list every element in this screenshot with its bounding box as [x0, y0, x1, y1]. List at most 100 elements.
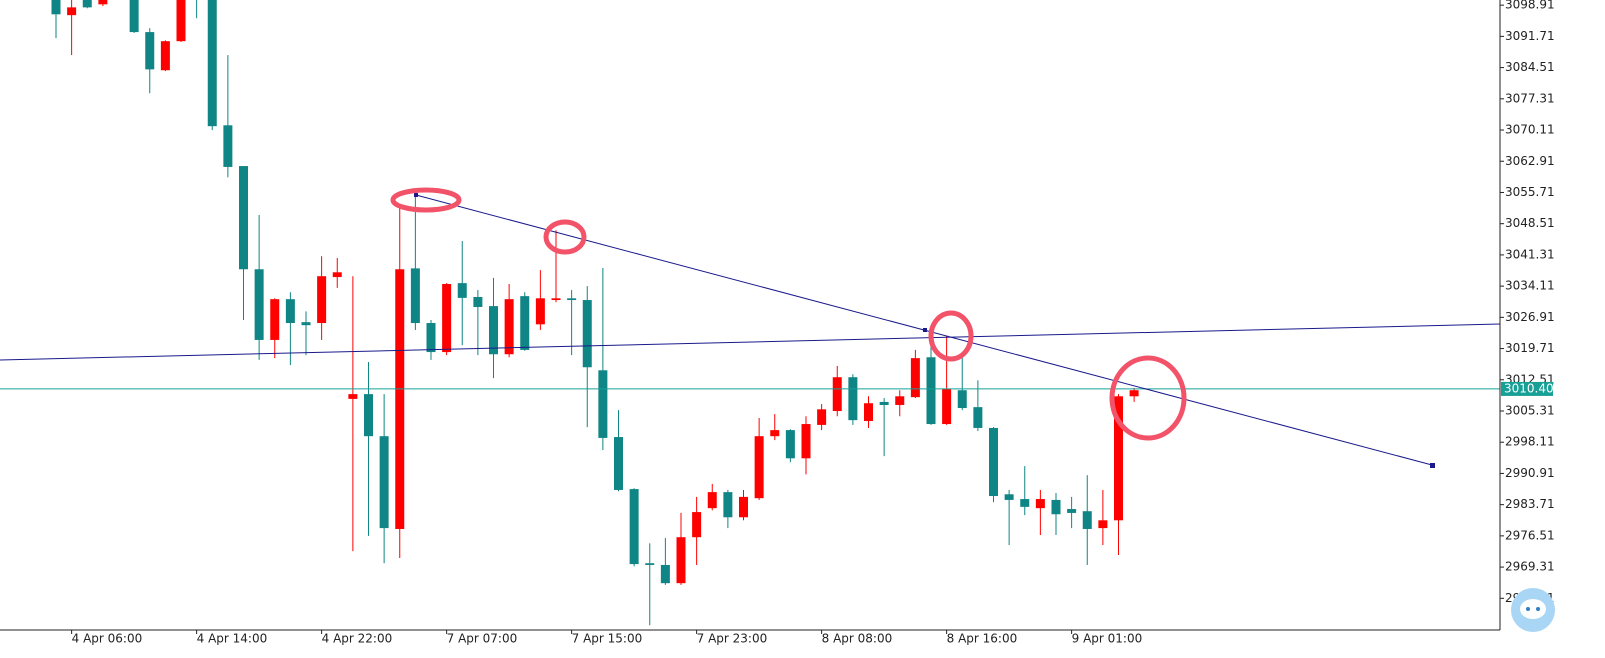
- candle-body: [660, 564, 670, 584]
- y-tick-label: 3062.91: [1505, 154, 1555, 168]
- highlight-ellipse: [1109, 355, 1187, 441]
- highlight-ellipse: [543, 219, 587, 255]
- anchor: [923, 328, 927, 332]
- candle-body: [770, 430, 780, 437]
- x-tick-label: 8 Apr 08:00: [822, 632, 893, 646]
- y-tick-label: 3091.71: [1505, 29, 1555, 43]
- candle-body: [848, 377, 858, 421]
- candle-body: [145, 32, 155, 70]
- y-tick-label: 3026.91: [1505, 310, 1555, 324]
- candle-body: [629, 489, 639, 565]
- candle-body: [348, 394, 358, 399]
- y-tick-label: 2969.31: [1505, 560, 1555, 574]
- candle-body: [723, 492, 733, 518]
- candle-body: [98, 0, 108, 5]
- y-tick-label: 3019.71: [1505, 341, 1555, 355]
- candle-body: [832, 377, 842, 412]
- candle-body: [754, 436, 764, 499]
- plot-area: [0, 0, 1500, 626]
- candle-body: [332, 272, 342, 278]
- candle-body: [51, 0, 61, 15]
- candle-body: [614, 437, 623, 490]
- y-tick-label: 3048.51: [1505, 216, 1555, 230]
- y-tick-label: 2976.51: [1505, 528, 1555, 542]
- candle-body: [567, 298, 577, 301]
- candle-body: [207, 0, 217, 127]
- candle-body: [598, 370, 608, 438]
- candle-body: [864, 403, 873, 422]
- y-tick-label: 3070.11: [1505, 123, 1555, 137]
- candle-body: [1051, 499, 1061, 515]
- candle-body: [239, 166, 248, 270]
- candle-body: [879, 401, 889, 405]
- candle-body: [489, 306, 498, 355]
- candle-body: [1020, 499, 1030, 507]
- candle-body: [645, 563, 655, 565]
- y-tick-label: 3084.51: [1505, 60, 1555, 74]
- candle-body: [535, 298, 545, 325]
- candle-body: [942, 388, 952, 425]
- candle-body: [82, 0, 92, 8]
- y-tick-label: 3041.31: [1505, 247, 1555, 261]
- chat-button[interactable]: [1511, 588, 1555, 632]
- candle-body: [1004, 494, 1014, 500]
- x-tick-label: 9 Apr 01:00: [1072, 632, 1143, 646]
- candle-body: [520, 296, 530, 350]
- candle-body: [1114, 396, 1123, 521]
- anchor: [1430, 463, 1435, 468]
- candle-body: [957, 390, 967, 409]
- trend-line: [0, 323, 1500, 361]
- y-tick-label: 2990.91: [1505, 466, 1555, 480]
- price-label: 3010.40: [1504, 381, 1554, 395]
- chat-eye: [1526, 607, 1530, 611]
- candle-body: [973, 407, 983, 428]
- candle-body: [160, 41, 170, 71]
- candle-body: [582, 300, 592, 368]
- x-tick-label: 4 Apr 06:00: [72, 632, 143, 646]
- y-tick-label: 3077.31: [1505, 91, 1555, 105]
- y-tick-label: 3034.11: [1505, 279, 1555, 293]
- candle-body: [692, 512, 702, 538]
- x-tick-label: 4 Apr 14:00: [197, 632, 268, 646]
- candle-body: [67, 7, 77, 16]
- chat-eye: [1536, 607, 1540, 611]
- candle-body: [285, 299, 295, 324]
- candle-body: [254, 269, 264, 340]
- highlight-ellipse: [390, 187, 462, 213]
- candle-body: [379, 436, 389, 529]
- price-label-box: [1501, 381, 1553, 396]
- candle-body: [926, 357, 936, 425]
- candle-body: [395, 269, 405, 529]
- candle-body: [473, 297, 483, 307]
- candle-body: [1098, 520, 1108, 529]
- candle-body: [410, 268, 420, 324]
- highlight-ellipse: [928, 310, 974, 362]
- candle-body: [551, 298, 561, 301]
- candle-body: [317, 276, 327, 324]
- candle-body: [910, 358, 920, 398]
- candle-body: [817, 409, 827, 425]
- candle-body: [1082, 511, 1092, 529]
- candle-body: [504, 299, 514, 355]
- candle-body: [1067, 509, 1077, 513]
- candle-body: [301, 322, 311, 326]
- y-tick-label: 2983.71: [1505, 497, 1555, 511]
- candle-body: [739, 496, 748, 518]
- candle-body: [895, 396, 905, 405]
- candle-body: [989, 427, 998, 497]
- y-tick-label: 3005.31: [1505, 403, 1555, 417]
- candle-body: [1129, 390, 1139, 397]
- anchor: [414, 193, 418, 197]
- x-tick-label: 4 Apr 22:00: [322, 632, 393, 646]
- candle-body: [364, 394, 373, 437]
- candle-body: [442, 283, 452, 353]
- x-tick-label: 7 Apr 23:00: [697, 632, 768, 646]
- x-tick-label: 7 Apr 15:00: [572, 632, 643, 646]
- y-tick-label: 3055.71: [1505, 185, 1555, 199]
- candle-body: [176, 0, 186, 42]
- x-tick-label: 7 Apr 07:00: [447, 632, 518, 646]
- x-tick-label: 8 Apr 16:00: [947, 632, 1018, 646]
- candle-body: [457, 283, 467, 298]
